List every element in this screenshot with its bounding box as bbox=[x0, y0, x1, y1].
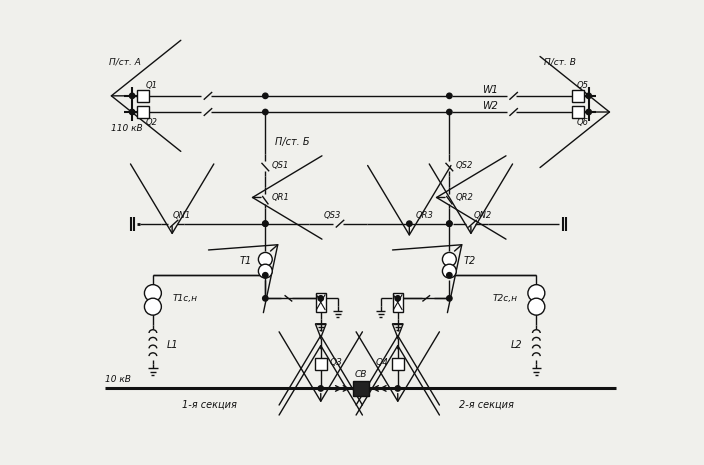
Circle shape bbox=[263, 272, 268, 278]
Bar bbox=[316, 292, 326, 312]
Circle shape bbox=[446, 272, 452, 278]
Circle shape bbox=[263, 296, 268, 301]
Bar bbox=[393, 292, 403, 312]
Text: Q4: Q4 bbox=[376, 358, 389, 367]
Text: QS2: QS2 bbox=[455, 160, 473, 170]
Circle shape bbox=[130, 109, 134, 115]
Text: W2: W2 bbox=[482, 101, 498, 111]
Circle shape bbox=[258, 264, 272, 278]
Circle shape bbox=[263, 109, 268, 115]
Text: QS3: QS3 bbox=[324, 211, 341, 219]
Circle shape bbox=[395, 296, 401, 301]
Text: QN1: QN1 bbox=[173, 212, 191, 220]
Circle shape bbox=[263, 221, 268, 226]
Circle shape bbox=[446, 221, 452, 226]
Text: W1: W1 bbox=[482, 85, 498, 95]
Text: Q3: Q3 bbox=[330, 358, 343, 367]
Text: Q1: Q1 bbox=[145, 80, 157, 90]
Circle shape bbox=[258, 252, 272, 266]
Text: L2: L2 bbox=[511, 339, 522, 350]
Circle shape bbox=[446, 109, 452, 115]
Bar bbox=[392, 358, 403, 370]
Text: QS1: QS1 bbox=[272, 160, 289, 170]
Circle shape bbox=[586, 93, 591, 99]
Circle shape bbox=[144, 298, 161, 315]
Circle shape bbox=[144, 285, 161, 302]
Text: L1: L1 bbox=[167, 339, 178, 350]
Text: П/ст. В: П/ст. В bbox=[544, 58, 576, 66]
Bar bbox=[572, 90, 584, 102]
Text: 2-я секция: 2-я секция bbox=[460, 399, 514, 410]
Text: QR3: QR3 bbox=[415, 212, 434, 220]
Circle shape bbox=[442, 252, 456, 266]
Circle shape bbox=[586, 109, 591, 115]
Text: T1с,н: T1с,н bbox=[172, 294, 197, 303]
Circle shape bbox=[263, 93, 268, 99]
Text: СВ: СВ bbox=[355, 370, 367, 379]
Circle shape bbox=[263, 221, 268, 226]
Text: T2с,н: T2с,н bbox=[492, 294, 517, 303]
Bar bbox=[137, 90, 149, 102]
Circle shape bbox=[318, 386, 323, 391]
Circle shape bbox=[446, 296, 452, 301]
Circle shape bbox=[395, 386, 401, 391]
Bar bbox=[572, 106, 584, 118]
Text: Q5: Q5 bbox=[577, 80, 589, 90]
Bar bbox=[315, 358, 327, 370]
Circle shape bbox=[407, 221, 412, 226]
Circle shape bbox=[318, 296, 323, 301]
Text: QN2: QN2 bbox=[474, 212, 492, 220]
Text: QR1: QR1 bbox=[272, 193, 289, 202]
Circle shape bbox=[446, 221, 452, 226]
Text: Q2: Q2 bbox=[145, 118, 157, 127]
Circle shape bbox=[528, 298, 545, 315]
Circle shape bbox=[442, 264, 456, 278]
Text: 1-я секция: 1-я секция bbox=[182, 399, 237, 410]
Text: 110 кВ: 110 кВ bbox=[111, 125, 142, 133]
Text: QR2: QR2 bbox=[455, 193, 473, 202]
Text: T2: T2 bbox=[463, 256, 475, 266]
Circle shape bbox=[528, 285, 545, 302]
Text: 10 кВ: 10 кВ bbox=[105, 375, 131, 384]
Text: Q6: Q6 bbox=[577, 118, 589, 127]
Bar bbox=[137, 106, 149, 118]
Text: T1: T1 bbox=[239, 256, 251, 266]
Circle shape bbox=[446, 93, 452, 99]
Bar bbox=[353, 381, 368, 396]
Circle shape bbox=[130, 93, 134, 99]
Text: П/ст. А: П/ст. А bbox=[109, 58, 141, 66]
Text: П/ст. Б: П/ст. Б bbox=[275, 137, 309, 147]
